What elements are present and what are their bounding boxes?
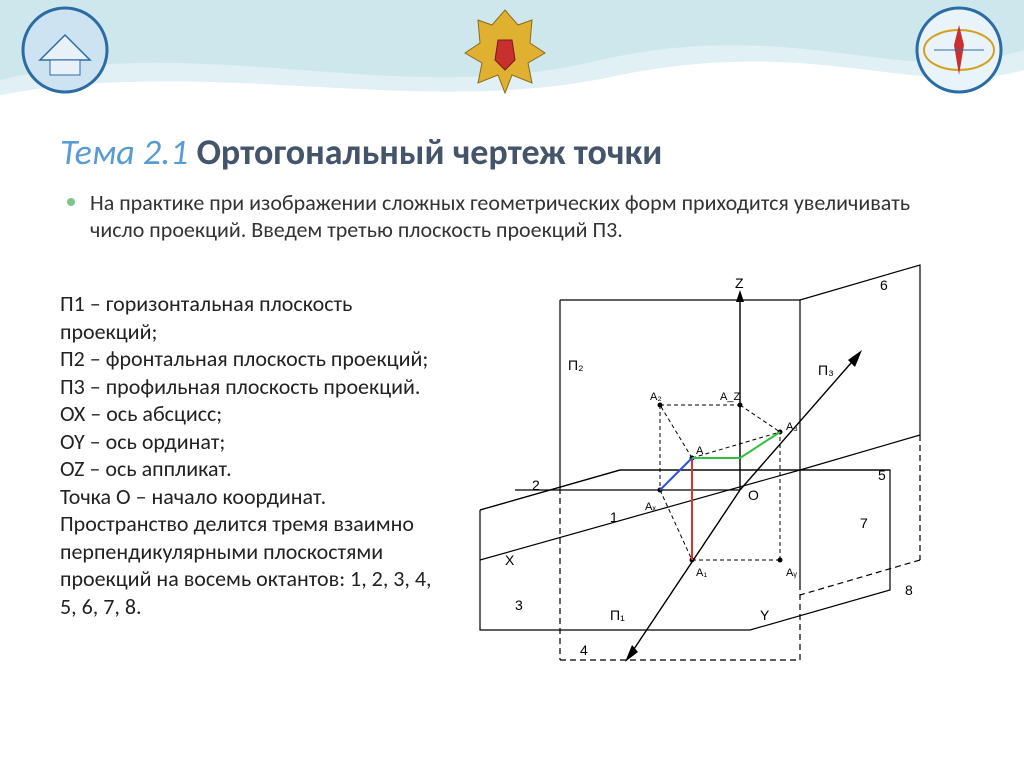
label-A1: A₁ (696, 567, 707, 579)
label-O: O (748, 487, 759, 503)
label-Ay: Aᵧ (786, 567, 797, 579)
label-A2: A₂ (650, 391, 662, 403)
label-Y: Y (760, 607, 770, 623)
label-X: X (505, 552, 515, 568)
university-logo-left (20, 5, 110, 95)
label-Az: A_Z (720, 391, 740, 403)
octant-label: 1 (610, 509, 618, 525)
octant-label: 2 (532, 477, 540, 493)
def-line: OX – ось абсцисс; (60, 400, 440, 428)
intro-paragraph: На практике при изображении сложных геом… (60, 185, 964, 243)
institute-logo-right (914, 5, 1004, 95)
label-Ax: Aₓ (645, 501, 656, 513)
state-emblem-icon (460, 5, 550, 100)
octant-label: 7 (860, 515, 868, 531)
slide-title: Тема 2.1 Ортогональный чертеж точки (60, 130, 662, 174)
octant-label: 3 (515, 597, 523, 613)
def-line: П3 – профильная плоскость проекций. (60, 373, 440, 401)
bullet-text: На практике при изображении сложных геом… (90, 185, 964, 243)
octant-label: 4 (580, 642, 588, 658)
label-P2: П₂ (568, 357, 584, 373)
label-P1: П₁ (610, 607, 625, 623)
label-A: A (696, 445, 704, 457)
def-line: OY – ось ординат; (60, 428, 440, 456)
def-line: Точка O – начало координат. (60, 483, 440, 511)
def-line: Пространство делится тремя взаимно перпе… (60, 510, 440, 620)
def-line: OZ – ось аппликат. (60, 455, 440, 483)
def-line: П2 – фронтальная плоскость проекций; (60, 345, 440, 373)
octant-label: 5 (878, 467, 886, 483)
label-A3: A₃ (786, 421, 798, 433)
title-main: Ортогональный чертеж точки (188, 130, 662, 174)
title-prefix: Тема 2.1 (60, 130, 188, 174)
octant-label: 8 (905, 582, 913, 598)
label-P3: П₃ (818, 362, 834, 378)
projection-diagram: O Z X Y П₂ П₃ П₁ A A₁ A₂ A₃ Aₓ Aᵧ A_Z 1 … (460, 260, 980, 690)
label-Z: Z (735, 275, 744, 291)
def-line: П1 – горизонтальная плоскость проекций; (60, 290, 440, 345)
definitions-block: П1 – горизонтальная плоскость проекций; … (60, 290, 440, 620)
octant-label: 6 (880, 277, 888, 293)
